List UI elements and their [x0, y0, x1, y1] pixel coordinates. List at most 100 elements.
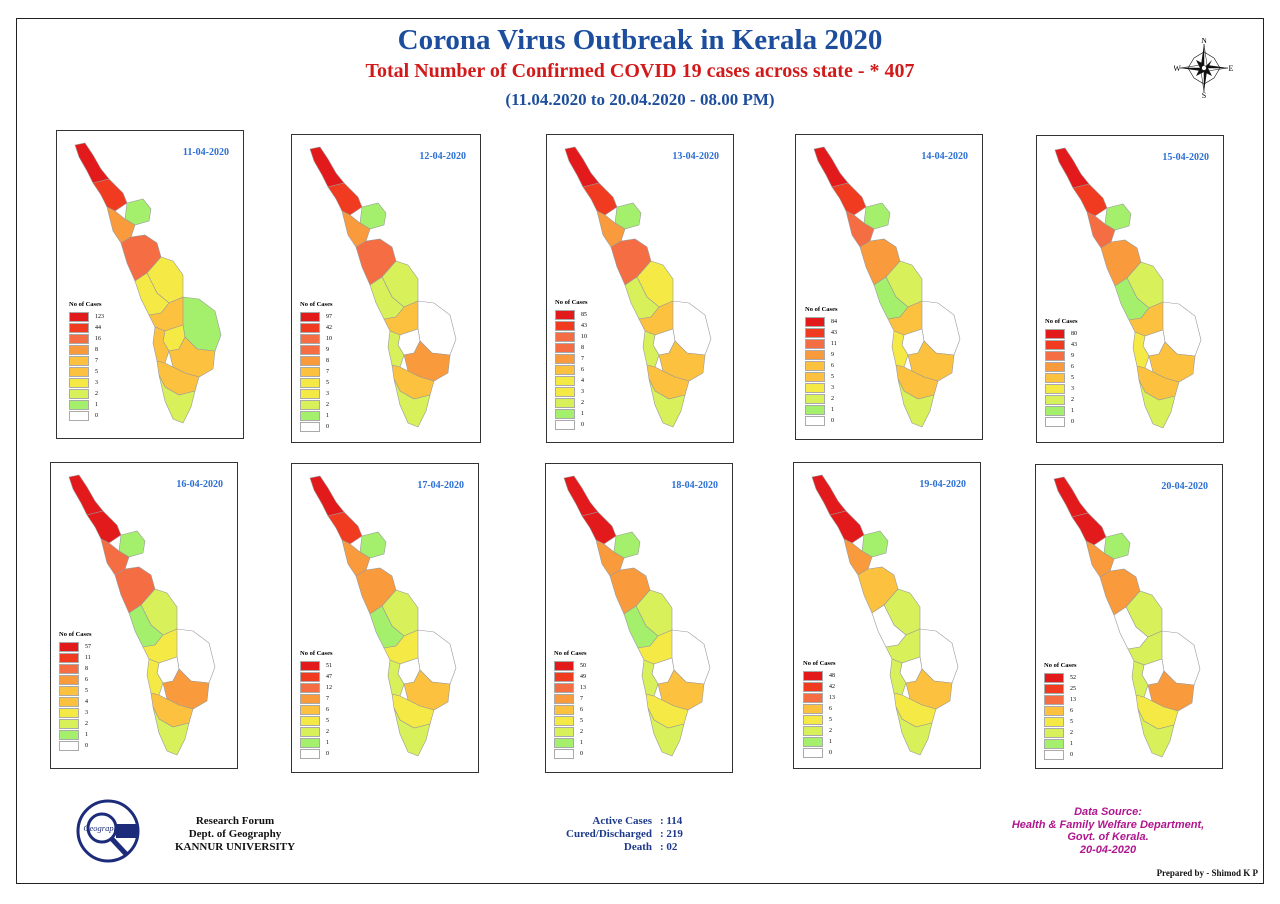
legend-swatch	[300, 737, 320, 748]
legend-swatch	[555, 375, 575, 386]
legend-swatch	[1045, 328, 1065, 339]
district-thiruvananthapuram	[393, 707, 431, 757]
legend-value: 2	[326, 401, 329, 408]
legend-title: No of Cases	[1045, 318, 1078, 325]
legend-value: 5	[95, 368, 98, 375]
legend-swatch	[69, 399, 89, 410]
district-kasaragod	[1054, 147, 1090, 189]
legend-swatch	[1045, 339, 1065, 350]
legend-row: 13	[1044, 694, 1077, 705]
legend-swatch	[300, 355, 320, 366]
legend-swatch	[555, 419, 575, 430]
district-kannur	[1072, 183, 1108, 217]
legend-row: 5	[59, 685, 92, 696]
date-range: (11.04.2020 to 20.04.2020 - 08.00 PM)	[505, 90, 775, 109]
legend-swatch	[59, 652, 79, 663]
legend-swatch	[803, 692, 823, 703]
kerala-map	[68, 474, 216, 756]
legend-value: 3	[85, 709, 88, 716]
legend-row: 6	[554, 704, 587, 715]
legend-row: 5	[1044, 716, 1077, 727]
map-panel: 11-04-2020 No of Cases 123 44 16 8 7 5 3 2 1 0	[56, 130, 244, 439]
legend-row: 52	[1044, 672, 1077, 683]
district-kasaragod	[309, 146, 345, 188]
legend-row: 2	[554, 726, 587, 737]
legend-row: 4	[555, 375, 588, 386]
legend-title: No of Cases	[1044, 662, 1077, 669]
legend-swatch	[805, 415, 825, 426]
legend-row: 43	[1045, 339, 1078, 350]
legend-row: 25	[1044, 683, 1077, 694]
legend-swatch	[59, 707, 79, 718]
org-line-1: Research Forum	[195, 815, 275, 827]
legend-row: 6	[1045, 361, 1078, 372]
legend-row: 43	[805, 327, 838, 338]
legend-row: 5	[300, 377, 333, 388]
prepared-by: Prepared by - Shimod K P	[1156, 868, 1258, 878]
district-alappuzha	[641, 659, 659, 697]
legend-row: 0	[805, 415, 838, 426]
legend-row: 57	[59, 641, 92, 652]
legend-row: 8	[59, 663, 92, 674]
legend-swatch	[300, 333, 320, 344]
legend-swatch	[1044, 727, 1064, 738]
legend-swatch	[554, 737, 574, 748]
legend-value: 43	[831, 329, 837, 336]
legend-row: 6	[300, 704, 333, 715]
kerala-map	[811, 474, 959, 756]
legend-value: 7	[580, 695, 583, 702]
legend-row: 6	[805, 360, 838, 371]
panel-date: 11-04-2020	[182, 147, 229, 158]
organization-block: Research Forum Dept. of Geography KANNUR…	[150, 815, 320, 854]
legend-value: 3	[581, 388, 584, 395]
legend-value: 1	[326, 739, 329, 746]
district-thiruvananthapuram	[158, 374, 196, 424]
legend-value: 1	[829, 738, 832, 745]
district-kannur	[831, 182, 867, 216]
legend-value: 50	[580, 662, 586, 669]
legend-swatch	[554, 682, 574, 693]
legend-row: 0	[59, 740, 92, 751]
legend-swatch	[300, 421, 320, 432]
legend-row: 1	[59, 729, 92, 740]
legend-row: 7	[555, 353, 588, 364]
legend-swatch	[1045, 372, 1065, 383]
legend-row: 1	[300, 410, 333, 421]
legend-swatch	[803, 747, 823, 758]
map-panel: 16-04-2020 No of Cases 57 11 8 6 5 4 3 2 1 0	[50, 462, 238, 769]
sub-title: Total Number of Confirmed COVID 19 cases…	[365, 60, 915, 82]
legend-row: 2	[555, 397, 588, 408]
district-kasaragod	[74, 142, 110, 184]
compass-s: S	[1202, 91, 1206, 98]
legend-value: 2	[580, 728, 583, 735]
legend-swatch	[59, 663, 79, 674]
legend-value: 5	[326, 379, 329, 386]
district-kannur	[1071, 512, 1107, 546]
district-kannur	[829, 510, 865, 544]
legend-row: 8	[300, 355, 333, 366]
legend-value: 8	[95, 346, 98, 353]
legend-value: 10	[581, 333, 587, 340]
legend-swatch	[300, 366, 320, 377]
legend-swatch	[1044, 683, 1064, 694]
legend-swatch	[1044, 705, 1064, 716]
legend-row: 5	[300, 715, 333, 726]
legend-swatch	[803, 725, 823, 736]
legend-value: 3	[831, 384, 834, 391]
legend-swatch	[555, 353, 575, 364]
legend-row: 16	[69, 333, 104, 344]
legend-row: 48	[803, 670, 836, 681]
legend-value: 6	[1070, 707, 1073, 714]
legend-swatch	[1044, 716, 1064, 727]
legend-value: 1	[831, 406, 834, 413]
district-kozhikode	[106, 206, 136, 244]
legend-value: 3	[95, 379, 98, 386]
org-line-3: KANNUR UNIVERSITY	[174, 841, 296, 853]
legend: No of Cases 52 25 13 6 5 2 1 0	[1044, 662, 1077, 760]
district-thiruvananthapuram	[393, 378, 431, 428]
district-kasaragod	[564, 146, 600, 188]
legend: No of Cases 50 49 13 7 6 5 2 1 0	[554, 650, 587, 759]
legend-value: 7	[95, 357, 98, 364]
legend-value: 11	[85, 654, 91, 661]
legend-value: 6	[85, 676, 88, 683]
